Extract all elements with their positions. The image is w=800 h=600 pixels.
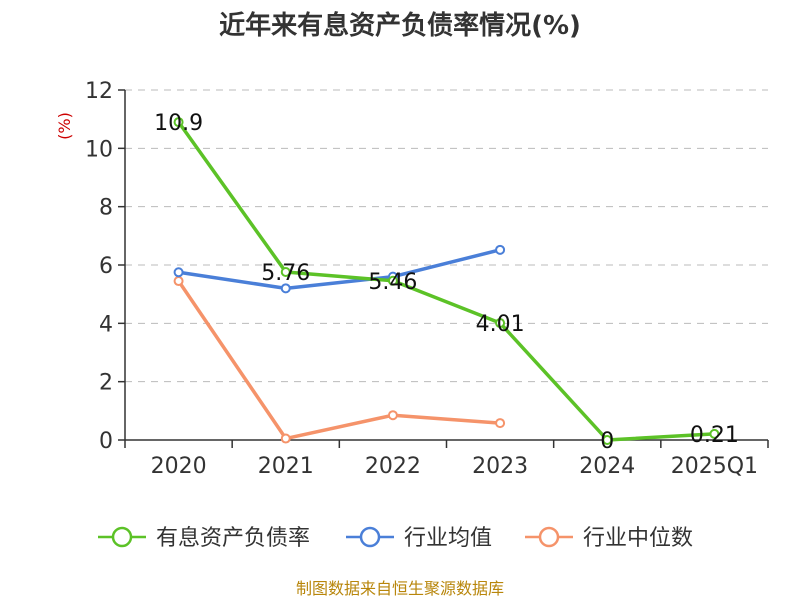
data-point[interactable] <box>495 418 506 429</box>
data-label: 0 <box>600 429 614 454</box>
legend-label: 行业中位数 <box>583 526 693 551</box>
data-point[interactable] <box>387 410 398 421</box>
y-axis-unit: (%) <box>55 112 74 140</box>
legend-marker <box>359 526 381 548</box>
axes: 0 2 4 6 8 10 12 2020 2021 2022 2023 2024 2025Q1 <box>85 79 769 479</box>
legend-marker <box>538 526 560 548</box>
data-point[interactable] <box>602 435 613 445</box>
x-tick-label: 2021 <box>258 454 314 479</box>
legend-item[interactable]: 行业中位数 <box>525 526 693 551</box>
data-point[interactable] <box>387 275 398 286</box>
data-labels: 10.9 5.76 5.46 4.01 0 0.21 <box>154 111 739 454</box>
data-point[interactable] <box>495 318 506 329</box>
data-point[interactable] <box>280 433 291 444</box>
x-tick-label: 2024 <box>579 454 635 479</box>
data-point[interactable] <box>495 244 506 255</box>
x-tick-label: 2023 <box>472 454 528 479</box>
y-tick-label: 12 <box>85 79 113 104</box>
y-tick-label: 4 <box>99 312 113 337</box>
x-tick-label: 2020 <box>151 454 207 479</box>
data-point[interactable] <box>173 267 184 278</box>
source-note: 制图数据来自恒生聚源数据库 <box>296 579 504 598</box>
y-tick-label: 0 <box>99 429 113 454</box>
y-tick-label: 6 <box>99 254 113 279</box>
series-line <box>177 121 715 442</box>
data-point[interactable] <box>280 283 291 294</box>
data-point[interactable] <box>709 428 720 439</box>
y-tick-label: 8 <box>99 196 113 221</box>
data-label: 5.46 <box>368 270 417 295</box>
x-tick-label: 2025Q1 <box>671 454 758 479</box>
legend-label: 有息资产负债率 <box>156 526 310 551</box>
data-label: 4.01 <box>476 312 525 337</box>
y-tick-label: 2 <box>99 371 113 396</box>
y-tick-label: 10 <box>85 137 113 162</box>
series-line <box>178 248 501 291</box>
legend-item[interactable]: 行业均值 <box>346 526 492 551</box>
data-point[interactable] <box>173 117 184 128</box>
legend[interactable]: 有息资产负债率 行业均值 行业中位数 <box>98 526 693 551</box>
x-tick-label: 2022 <box>365 454 421 479</box>
chart-title: 近年来有息资产负债率情况(%) <box>219 10 581 41</box>
data-point[interactable] <box>280 267 291 277</box>
data-point[interactable] <box>173 276 184 287</box>
data-label: 0.21 <box>690 423 739 448</box>
gridlines <box>125 89 768 383</box>
series-line <box>177 280 501 441</box>
data-label: 5.76 <box>261 261 310 286</box>
legend-item[interactable]: 有息资产负债率 <box>98 526 310 551</box>
legend-marker <box>111 526 133 548</box>
series-lines <box>173 117 720 445</box>
data-label: 10.9 <box>154 111 203 136</box>
legend-label: 行业均值 <box>404 526 492 551</box>
